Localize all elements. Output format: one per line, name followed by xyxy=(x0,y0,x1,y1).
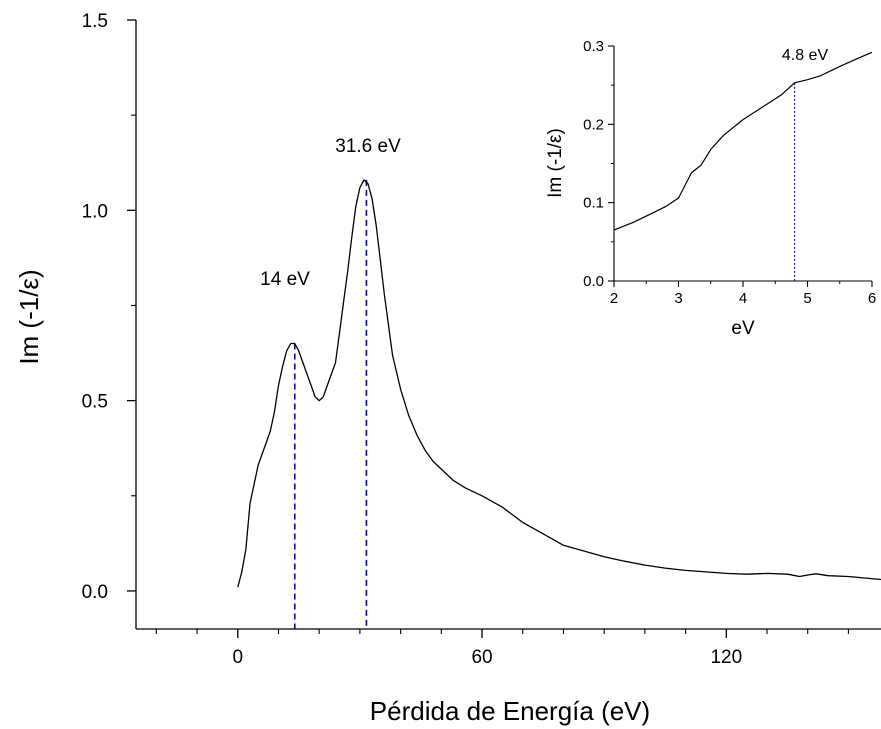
main-x-tick-label: 120 xyxy=(710,647,742,668)
main-series-line xyxy=(237,179,881,588)
inset-peak-label-4-8ev: 4.8 eV xyxy=(782,47,829,64)
inset-x-tick-label: 2 xyxy=(610,290,618,307)
main-y-tick-label: 1.5 xyxy=(82,11,108,32)
inset-x-tick-label: 3 xyxy=(674,290,682,307)
main-y-tick-label: 1.0 xyxy=(82,201,108,222)
peak-label-14ev: 14 eV xyxy=(260,269,310,290)
inset-plot-axes xyxy=(613,46,872,282)
inset-x-axis-title: eV xyxy=(731,318,755,339)
main-plot-peak-guides xyxy=(293,179,368,629)
inset-y-axis-title: Im (-1/ε) xyxy=(545,128,566,198)
main-x-tick-label: 0 xyxy=(232,647,243,668)
main-plot-axes xyxy=(135,20,881,630)
main-y-tick-label: 0.5 xyxy=(82,392,108,413)
inset-y-tick-label: 0.0 xyxy=(583,273,604,290)
main-x-tick-label: 60 xyxy=(471,647,492,668)
inset-plot-series xyxy=(613,51,873,231)
inset-plot-ticks: 2 3 4 5 6 0.0 0.1 0.2 0.3 xyxy=(583,38,876,307)
peak-label-31-6ev: 31.6 eV xyxy=(335,136,401,157)
inset-x-tick-label: 6 xyxy=(868,290,876,307)
main-x-axis-title: Pérdida de Energía (eV) xyxy=(370,696,650,726)
inset-y-tick-label: 0.2 xyxy=(583,116,604,133)
inset-series-line xyxy=(613,51,873,231)
main-y-tick-label: 0.0 xyxy=(82,582,108,603)
main-plot-ticks: 0 60 120 0.0 0.5 1.0 1.5 xyxy=(82,11,849,668)
inset-y-tick-label: 0.3 xyxy=(583,38,604,55)
inset-x-tick-label: 5 xyxy=(803,290,811,307)
inset-y-tick-label: 0.1 xyxy=(583,195,604,212)
main-plot-series xyxy=(237,179,881,588)
inset-x-tick-label: 4 xyxy=(739,290,747,307)
main-y-axis-title: Im (-1/ε) xyxy=(14,269,44,364)
